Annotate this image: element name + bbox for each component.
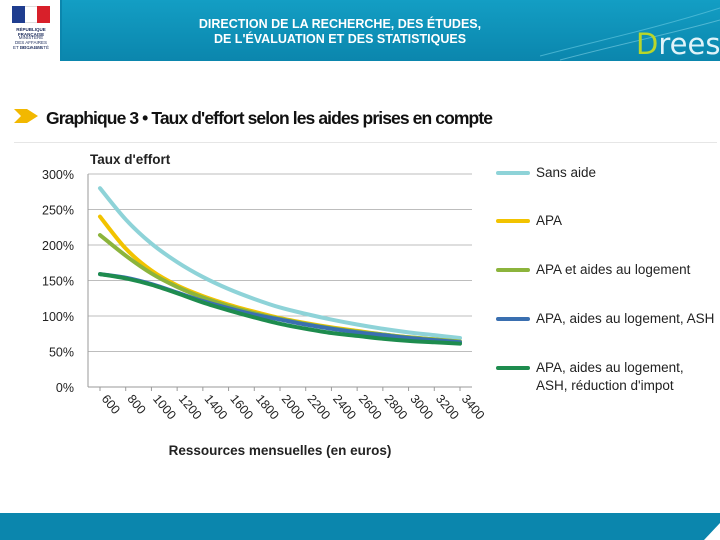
x-axis-label: Ressources mensuelles (en euros) (169, 443, 392, 458)
y-tick-label: 300% (42, 168, 74, 182)
chart-title: Taux d'effort (90, 152, 171, 167)
x-tick-label: 800 (124, 392, 148, 417)
x-tick-label: 3200 (433, 392, 462, 422)
y-tick-label: 50% (49, 346, 74, 360)
logo-ministere-text: MINISTÈRE (18, 35, 44, 40)
series-line (98, 272, 462, 346)
x-tick-label: 2000 (279, 392, 308, 422)
chart-legend: Sans aide APA APA et aides au logement APA,… (496, 165, 714, 393)
y-tick-label: 200% (42, 239, 74, 253)
legend-label: APA et aides au logement (536, 262, 691, 277)
x-axis-ticks: 600 800 1000120014001600180020002200240026… (99, 387, 488, 422)
x-tick-label: 1200 (176, 392, 205, 422)
header-banner: RÉPUBLIQUE FRANÇAISE MINISTÈRE DES AFFAI… (0, 0, 720, 61)
footer-band (0, 513, 720, 540)
header-title-line1: DIRECTION DE LA RECHERCHE, DES ÉTUDES, (198, 17, 482, 31)
x-tick-label: 1600 (227, 392, 256, 422)
logo-affaires-text: DES AFFAIRES SOCIALES (14, 40, 47, 50)
x-tick-label: 2600 (356, 392, 385, 422)
chart-series-lines (98, 186, 462, 346)
x-tick-label: 2400 (330, 392, 359, 422)
x-tick-label: 600 (99, 392, 123, 417)
legend-label: APA, aides au logement, ASH, réduction d'… (536, 360, 684, 393)
legend-label: APA (536, 213, 562, 228)
page-title: Graphique 3 • Taux d'effort selon les ai… (46, 108, 493, 128)
drees-logo-initial: D (636, 27, 659, 61)
ministry-logo: RÉPUBLIQUE FRANÇAISE MINISTÈRE DES AFFAI… (0, 0, 62, 61)
x-tick-label: 2800 (382, 392, 411, 422)
legend-label: Sans aide (536, 165, 596, 180)
footer-corner-decoration (704, 523, 720, 540)
x-tick-label: 1800 (253, 392, 282, 422)
x-tick-label: 1400 (202, 392, 231, 422)
y-tick-label: 250% (42, 204, 74, 218)
drees-logo-rest: rees (658, 27, 720, 61)
french-flag-icon (12, 6, 51, 23)
logo-republique-text: RÉPUBLIQUE FRANÇAISE (16, 27, 46, 37)
x-tick-label: 1000 (150, 392, 179, 422)
x-tick-label: 3400 (459, 392, 488, 422)
title-divider (14, 142, 717, 143)
title-arrow-icon (14, 109, 38, 123)
y-tick-label: 0% (56, 381, 74, 395)
header-title-line2: DE L'ÉVALUATION ET DES STATISTIQUES (213, 32, 467, 46)
y-axis-ticks: 0% 50% 100% 150% 200% 250% 300% (42, 168, 74, 395)
line-chart: 0% 50% 100% 150% 200% 250% 300% 600 800 10001200… (42, 152, 714, 458)
legend-label: APA, aides au logement, ASH (536, 311, 714, 326)
y-tick-label: 150% (42, 275, 74, 289)
header-swoosh-decoration (540, 7, 720, 61)
series-line (98, 186, 462, 341)
logo-sante-text: ET DE LA SANTÉ (13, 45, 49, 50)
y-tick-label: 100% (42, 310, 74, 324)
x-tick-label: 3000 (407, 392, 436, 422)
x-tick-label: 2200 (304, 392, 333, 422)
header-title: DIRECTION DE LA RECHERCHE, DES ÉTUDES, D… (150, 17, 530, 47)
drees-logo: Drees (636, 30, 720, 59)
